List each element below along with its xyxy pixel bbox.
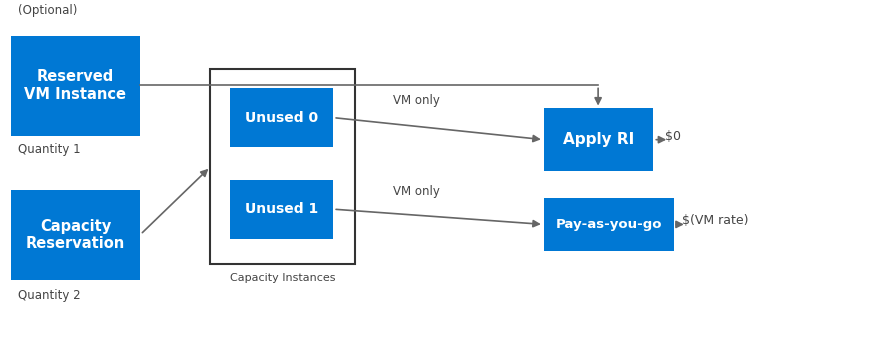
Bar xyxy=(210,69,355,264)
Text: Pay-as-you-go: Pay-as-you-go xyxy=(555,218,662,231)
FancyBboxPatch shape xyxy=(11,36,140,136)
Text: $(VM rate): $(VM rate) xyxy=(682,214,749,227)
Text: Unused 0: Unused 0 xyxy=(245,111,318,125)
Text: Unused 1: Unused 1 xyxy=(245,202,318,216)
Text: Capacity
Reservation: Capacity Reservation xyxy=(25,219,125,251)
Text: Apply RI: Apply RI xyxy=(563,132,634,147)
Text: Quantity 1: Quantity 1 xyxy=(18,143,80,156)
Text: Capacity Instances: Capacity Instances xyxy=(230,273,335,283)
FancyBboxPatch shape xyxy=(544,108,653,171)
FancyBboxPatch shape xyxy=(11,190,140,280)
FancyBboxPatch shape xyxy=(544,198,674,251)
Text: Quantity 2: Quantity 2 xyxy=(18,289,80,302)
Text: (Optional): (Optional) xyxy=(18,4,77,17)
Text: VM only: VM only xyxy=(393,185,440,198)
FancyBboxPatch shape xyxy=(230,88,333,147)
Text: $0: $0 xyxy=(665,130,681,143)
Text: VM only: VM only xyxy=(393,94,440,107)
Text: Reserved
VM Instance: Reserved VM Instance xyxy=(25,69,126,102)
FancyBboxPatch shape xyxy=(230,180,333,239)
